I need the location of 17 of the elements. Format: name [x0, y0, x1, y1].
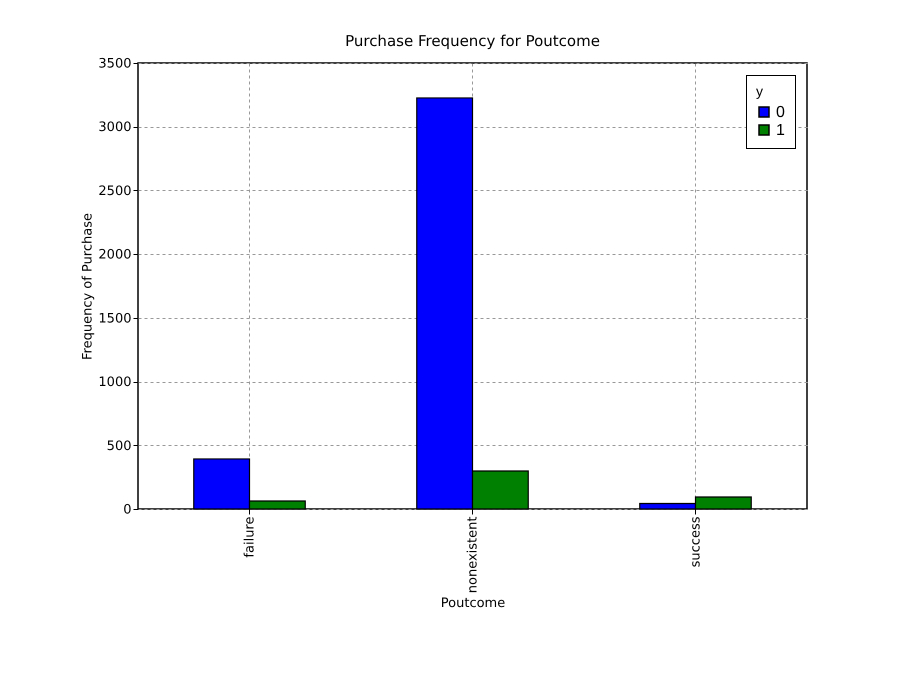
legend-label: 0	[776, 104, 785, 121]
y-tick-label: 3500	[98, 56, 132, 72]
y-tick-label: 2000	[98, 248, 132, 263]
legend-title: y	[756, 83, 763, 99]
y-tick-label: 1000	[98, 375, 132, 390]
chart-title: Purchase Frequency for Poutcome	[345, 32, 600, 50]
y-tick-label: 500	[106, 438, 132, 454]
y-tick-label: 3000	[98, 120, 132, 136]
y-axis-title: Frequency of Purchase	[80, 213, 96, 360]
y-tick-label: 0	[123, 502, 132, 518]
y-tick-label: 2500	[98, 184, 132, 199]
x-tick-label: failure	[242, 516, 258, 558]
x-tick-label: success	[688, 516, 704, 568]
x-tick-label: nonexistent	[466, 516, 480, 594]
x-axis-title: Poutcome	[440, 596, 506, 612]
y-tick-label: 1500	[98, 311, 132, 326]
legend-label: 1	[776, 122, 785, 139]
